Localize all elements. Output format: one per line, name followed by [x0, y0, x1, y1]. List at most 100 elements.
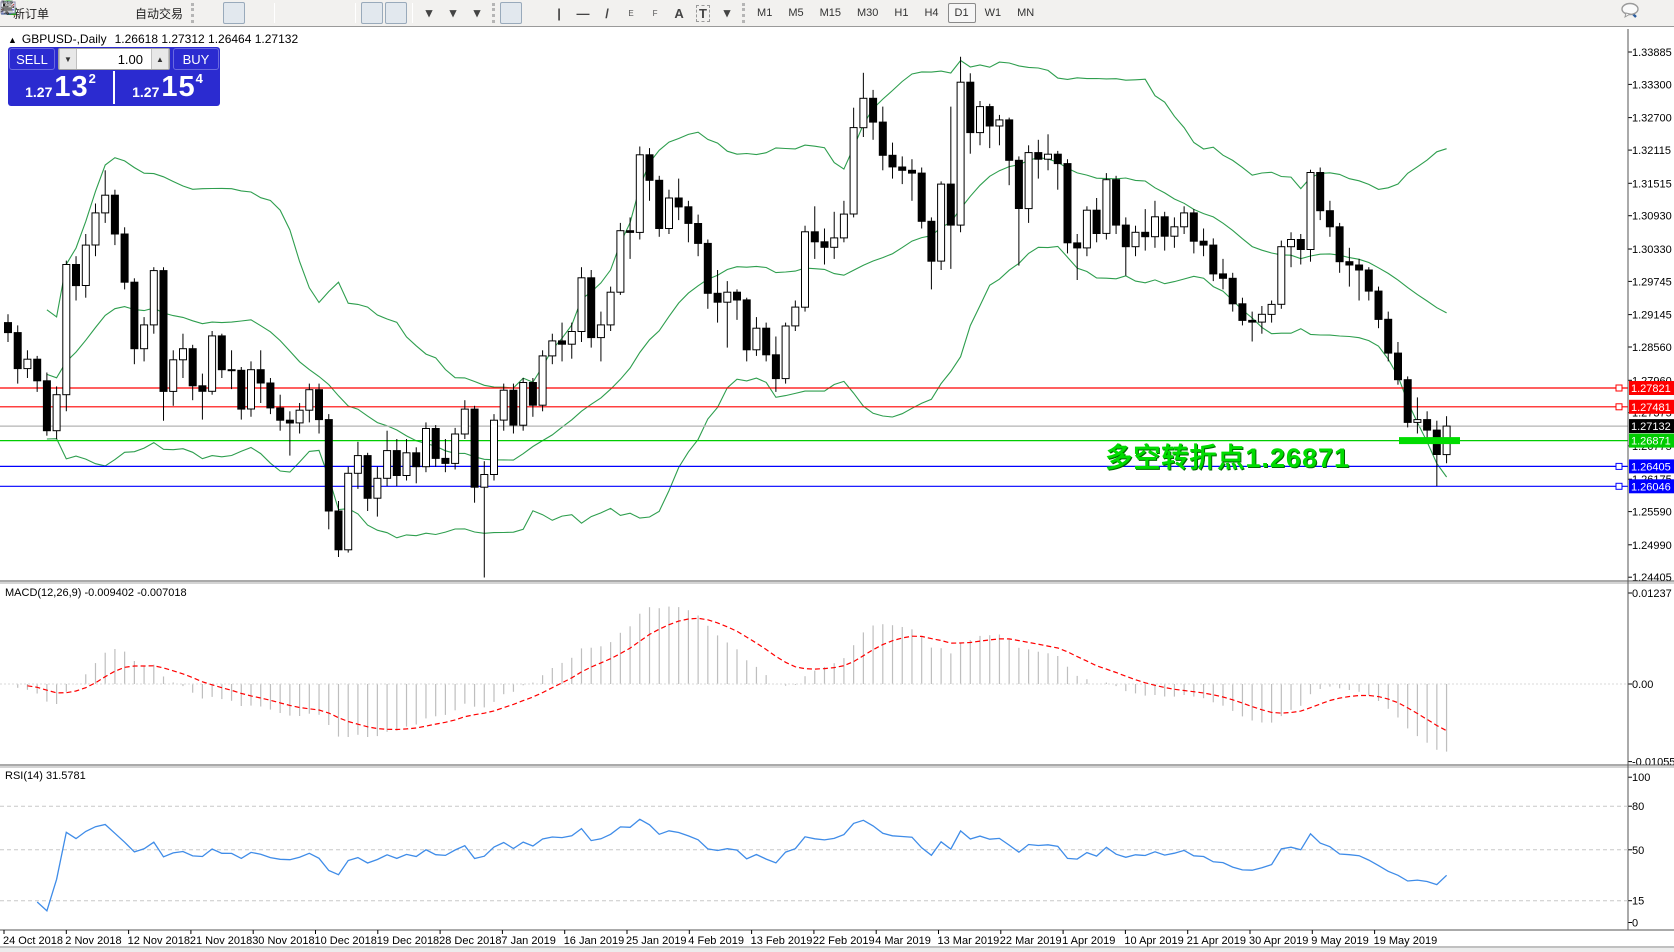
svg-text:1.27821: 1.27821: [1631, 383, 1671, 395]
timeframe-button-M30[interactable]: M30: [857, 7, 879, 19]
svg-text:10 Apr 2019: 10 Apr 2019: [1124, 935, 1183, 947]
symbol-title: GBPUSD-,Daily: [21, 32, 107, 46]
svg-text:30 Apr 2019: 30 Apr 2019: [1249, 935, 1308, 947]
text-icon: A: [674, 5, 684, 21]
toolbar-grip: [492, 3, 496, 23]
toolbar-grip: [191, 3, 195, 23]
svg-text:22 Mar 2019: 22 Mar 2019: [1000, 935, 1062, 947]
svg-text:30 Nov 2018: 30 Nov 2018: [252, 935, 314, 947]
svg-text:1.33300: 1.33300: [1632, 79, 1672, 91]
buy-button[interactable]: BUY: [173, 48, 219, 70]
text-button[interactable]: A: [668, 2, 690, 24]
chevron-down-icon: ▾: [449, 5, 457, 20]
collapse-panel-icon[interactable]: ▲: [8, 35, 17, 45]
svg-text:0.00: 0.00: [1632, 679, 1653, 691]
toolbar-separator: [355, 3, 357, 23]
text-label-button[interactable]: T: [692, 2, 714, 24]
svg-text:13 Mar 2019: 13 Mar 2019: [938, 935, 1000, 947]
svg-text:80: 80: [1632, 801, 1644, 813]
svg-text:1.26871: 1.26871: [1631, 436, 1671, 448]
one-click-trading-panel: SELL ▼ 1.00 ▲ BUY 1.27 13 2 1.27 15 4: [8, 47, 220, 106]
svg-text:100: 100: [1632, 772, 1650, 784]
vertical-line-icon: |: [557, 5, 561, 21]
hline-handle[interactable]: [1615, 482, 1623, 490]
timeframe-button-D1[interactable]: D1: [947, 3, 976, 23]
autotrading-label: 自动交易: [135, 6, 184, 21]
svg-text:9 May 2019: 9 May 2019: [1311, 935, 1368, 947]
timeframe-button-H4[interactable]: H4: [924, 7, 939, 19]
svg-text:1.27481: 1.27481: [1631, 402, 1671, 414]
svg-text:1.32700: 1.32700: [1632, 113, 1672, 125]
vertical-line-button[interactable]: |: [548, 2, 570, 24]
svg-text:1.26046: 1.26046: [1631, 481, 1671, 493]
sell-price[interactable]: 1.27 13 2: [8, 71, 115, 104]
macd-pane[interactable]: [0, 583, 1674, 764]
svg-text:1.30930: 1.30930: [1632, 211, 1672, 223]
bollinger-upper-band: [46, 59, 1447, 389]
lot-decrease-button[interactable]: ▼: [59, 49, 77, 69]
timeframe-button-MN[interactable]: MN: [1017, 7, 1035, 19]
timeframe-button-M15[interactable]: M15: [819, 7, 841, 19]
svg-text:7 Jan 2019: 7 Jan 2019: [501, 935, 555, 947]
svg-text:19 Dec 2018: 19 Dec 2018: [377, 935, 439, 947]
hline-handle[interactable]: [1615, 384, 1623, 392]
price-axis[interactable]: 1.33885 1.33300 1.32700 1.32115 1.31515 1.309…: [1628, 47, 1674, 930]
chat-button[interactable]: [1621, 2, 1667, 24]
svg-text:1.30330: 1.30330: [1632, 244, 1672, 256]
buy-price[interactable]: 1.27 15 4: [115, 71, 220, 104]
sell-price-pips: 13: [54, 71, 89, 103]
svg-text:28 Dec 2018: 28 Dec 2018: [439, 935, 501, 947]
svg-text:10 Dec 2018: 10 Dec 2018: [315, 935, 377, 947]
timeframe-button-M5[interactable]: M5: [788, 7, 804, 19]
svg-text:2 Nov 2018: 2 Nov 2018: [65, 935, 121, 947]
chevron-down-icon: ▾: [473, 5, 481, 20]
window-bottom-strip: [0, 948, 1674, 952]
chevron-down-icon: ▾: [425, 5, 433, 20]
sell-price-base: 1.27: [25, 84, 53, 100]
timeframe-button-H1[interactable]: H1: [894, 7, 909, 19]
shapes-dropdown[interactable]: ▾: [3, 2, 738, 24]
lot-increase-button[interactable]: ▲: [151, 49, 169, 69]
chevron-down-icon: ▾: [723, 5, 731, 20]
toolbar: 新订单 自动交易: [0, 0, 1674, 27]
timeframe-group: M1 M5 M15 M30 H1 H4 D1 W1 MN: [749, 3, 1042, 23]
trendline-button[interactable]: /: [596, 2, 618, 24]
pivot-annotation-text[interactable]: 多空转折点1.26871: [1105, 443, 1350, 473]
rsi-pane[interactable]: [0, 767, 1674, 929]
svg-text:0.01237: 0.01237: [1632, 588, 1672, 600]
svg-text:1.26405: 1.26405: [1631, 461, 1671, 473]
svg-text:19 May 2019: 19 May 2019: [1374, 935, 1438, 947]
time-axis[interactable]: 24 Oct 2018 2 Nov 2018 12 Nov 2018 21 Nov 2…: [3, 930, 1437, 947]
ohlc-values: 1.26618 1.27312 1.26464 1.27132: [114, 32, 299, 46]
hline-handle[interactable]: [1615, 462, 1623, 470]
svg-text:24 Oct 2018: 24 Oct 2018: [3, 935, 63, 947]
macd-histogram: [17, 606, 1448, 752]
buy-price-pips: 15: [161, 71, 196, 103]
chart-header: ▲ GBPUSD-,Daily 1.26618 1.27312 1.26464 1.…: [8, 32, 298, 46]
macd-indicator-label: MACD(12,26,9) -0.009402 -0.007018: [5, 587, 187, 599]
svg-text:1.24405: 1.24405: [1632, 572, 1672, 584]
bollinger-lower-band: [46, 245, 1448, 539]
pivot-highlight-segment[interactable]: [1399, 437, 1460, 445]
svg-text:21 Apr 2019: 21 Apr 2019: [1187, 935, 1246, 947]
svg-text:25 Jan 2019: 25 Jan 2019: [626, 935, 687, 947]
timeframe-button-W1[interactable]: W1: [984, 7, 1002, 19]
timeframe-button-M1[interactable]: M1: [757, 7, 773, 19]
buy-price-base: 1.27: [132, 84, 160, 100]
main-chart-pane[interactable]: [0, 29, 1674, 580]
svg-text:16 Jan 2019: 16 Jan 2019: [564, 935, 625, 947]
horizontal-line-button[interactable]: —: [572, 2, 594, 24]
price-chip: 1.26046: [1629, 479, 1674, 494]
channel-letter: E: [628, 8, 634, 18]
lot-size-input[interactable]: 1.00: [77, 49, 151, 69]
rsi-indicator-label: RSI(14) 31.5781: [5, 770, 86, 782]
hline-handle[interactable]: [1615, 403, 1623, 411]
svg-text:-0.010553: -0.010553: [1632, 757, 1674, 769]
price-chip: 1.26871: [1629, 433, 1674, 448]
toolbar-separator: [274, 3, 276, 23]
sell-button[interactable]: SELL: [9, 48, 55, 70]
macd-signal-line: [27, 617, 1447, 732]
toolbar-grip: [742, 3, 746, 23]
rsi-line: [36, 818, 1448, 912]
